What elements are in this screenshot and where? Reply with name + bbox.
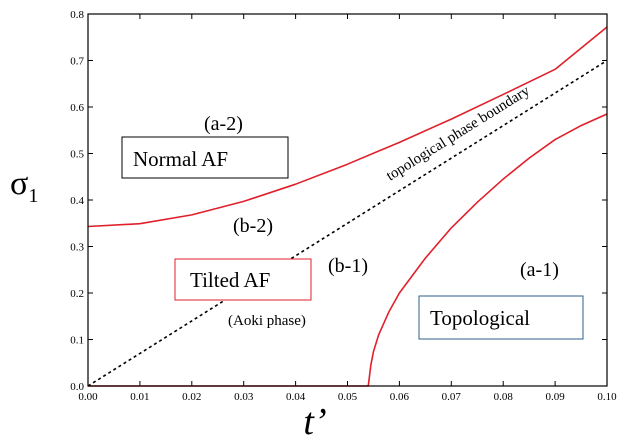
y-tick-label: 0.8 [70, 9, 84, 21]
tilted-af-box [174, 258, 312, 301]
series-layer [87, 26, 608, 387]
region-label-a2: (a-2) [204, 113, 243, 135]
y-tick-label: 0.7 [70, 56, 84, 68]
series-line-2 [88, 113, 608, 387]
y-tick-label: 0.3 [70, 242, 84, 254]
x-tick-label: 0.05 [338, 391, 358, 403]
x-tick-label: 0.02 [182, 391, 201, 403]
x-tick-label: 0.07 [442, 391, 462, 403]
series-line-1 [87, 26, 608, 228]
tilted-af-label: Tilted AF [190, 268, 270, 292]
x-tick-label: 0.03 [234, 391, 254, 403]
x-tick-label: 0.01 [130, 391, 149, 403]
boundary-label: topological phase boundary [384, 83, 534, 185]
x-tick-label: 0.06 [390, 391, 410, 403]
plot-frame [87, 13, 608, 387]
series-line-3 [87, 59, 608, 387]
x-tick-label: 0.00 [78, 391, 98, 403]
region-label-b2: (b-2) [233, 215, 273, 237]
region-label-a1: (a-1) [520, 259, 559, 281]
y-tick-label: 0.1 [70, 335, 84, 347]
y-axis-symbol: σ [10, 165, 28, 202]
y-axis-label: σ1 [10, 165, 38, 207]
x-tick-label: 0.09 [545, 391, 565, 403]
ticks-layer: 0.00 0.01 0.02 0.03 0.04 0.05 0.06 0.07 0.08 0.09… [70, 9, 617, 403]
x-axis-label: t’ [303, 401, 326, 443]
y-tick-label: 0.2 [70, 288, 84, 300]
topological-box [418, 295, 584, 340]
x-tick-label: 0.04 [286, 391, 306, 403]
topological-label: Topological [430, 306, 530, 330]
x-tick-label: 0.10 [597, 391, 617, 403]
region-label-b1: (b-1) [328, 255, 368, 277]
y-axis-subscript: 1 [28, 185, 38, 207]
y-tick-label: 0.6 [70, 102, 84, 114]
aoki-phase-label: (Aoki phase) [228, 313, 306, 329]
x-tick-label: 0.08 [494, 391, 514, 403]
normal-af-box [121, 136, 289, 179]
y-tick-label: 0.0 [70, 381, 84, 393]
y-tick-label: 0.5 [70, 149, 84, 161]
normal-af-label: Normal AF [133, 147, 228, 171]
y-tick-label: 0.4 [70, 195, 84, 207]
